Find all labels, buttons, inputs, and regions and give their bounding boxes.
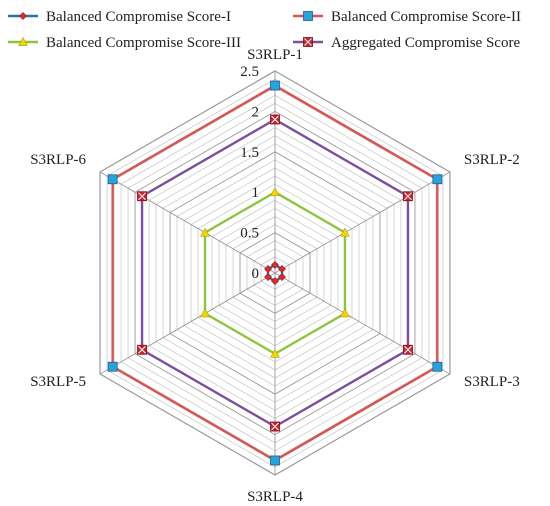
point-marker-series-1: [271, 277, 279, 286]
point-marker-series-2: [270, 455, 280, 466]
point-marker-series-2: [107, 361, 118, 372]
point-marker-legend: [303, 37, 313, 47]
category-label: S3RLP-4: [247, 489, 303, 505]
legend-label: Balanced Compromise Score-I: [46, 9, 231, 25]
legend-item: Balanced Compromise Score-II: [293, 9, 521, 25]
tick-label: 1: [252, 185, 260, 201]
point-marker-series-3: [200, 308, 210, 318]
point-marker-series-3: [270, 187, 280, 197]
point-marker-series-4: [403, 344, 413, 355]
grid-spoke: [274, 171, 451, 274]
series-3: [200, 187, 350, 358]
category-label: S3RLP-1: [247, 47, 303, 63]
legend-label: Balanced Compromise Score-II: [331, 9, 521, 25]
category-label: S3RLP-3: [464, 374, 520, 390]
point-marker-series-1: [264, 273, 272, 281]
grid-spoke: [99, 171, 276, 274]
point-marker-series-2: [107, 174, 118, 185]
grid-spoke: [99, 272, 276, 375]
point-marker-series-2: [270, 80, 280, 91]
point-marker-legend: [18, 36, 28, 46]
legend-item: Balanced Compromise Score-III: [8, 35, 241, 51]
legend: Balanced Compromise Score-I Balanced Comp…: [8, 9, 521, 51]
category-label: S3RLP-5: [30, 374, 86, 390]
radar-grid: [99, 70, 451, 476]
point-marker-series-1: [264, 265, 272, 273]
legend-item: Aggregated Compromise Score: [293, 35, 520, 51]
grid-spoke: [274, 272, 451, 375]
marker-cross: [138, 345, 146, 354]
tick-label: 0.5: [240, 226, 259, 242]
point-marker-series-3: [340, 308, 350, 318]
point-marker-legend: [303, 11, 313, 21]
point-marker-series-1: [271, 260, 279, 269]
point-marker-series-3: [270, 348, 280, 358]
legend-label: Aggregated Compromise Score: [331, 35, 520, 51]
marker-cross: [404, 192, 412, 201]
point-marker-series-1: [278, 273, 286, 281]
point-marker-legend: [19, 12, 27, 20]
series-layer: [107, 80, 443, 466]
point-marker-series-2: [432, 174, 443, 185]
marker-cross: [138, 192, 146, 201]
category-label: S3RLP-6: [30, 152, 86, 168]
marker-cross: [271, 422, 279, 431]
marker-cross: [271, 115, 279, 124]
point-marker-series-4: [403, 191, 413, 202]
legend-item: Balanced Compromise Score-I: [8, 9, 231, 25]
tick-label: 2: [252, 104, 260, 120]
series-4: [137, 114, 413, 432]
point-marker-series-3: [340, 227, 350, 237]
point-marker-series-4: [137, 344, 147, 355]
point-marker-series-2: [432, 361, 443, 372]
tick-label: 2.5: [240, 64, 259, 80]
series-1: [264, 260, 286, 286]
legend-label: Balanced Compromise Score-III: [46, 35, 241, 51]
marker-cross: [404, 345, 412, 354]
point-marker-series-3: [200, 227, 210, 237]
point-marker-series-4: [270, 421, 280, 432]
point-marker-series-1: [278, 265, 286, 273]
point-marker-series-4: [137, 191, 147, 202]
category-labels: S3RLP-1 S3RLP-2 S3RLP-3 S3RLP-4 S3RLP-5 S3RLP…: [30, 47, 520, 505]
tick-label: 1.5: [240, 145, 259, 161]
category-label: S3RLP-2: [464, 152, 520, 168]
marker-cross: [304, 38, 312, 46]
series-2: [107, 80, 443, 466]
tick-label: 0: [252, 266, 260, 282]
point-marker-series-4: [270, 114, 280, 125]
radial-tick-labels: 0 0.5 1 1.5 2 2.5: [240, 64, 259, 282]
